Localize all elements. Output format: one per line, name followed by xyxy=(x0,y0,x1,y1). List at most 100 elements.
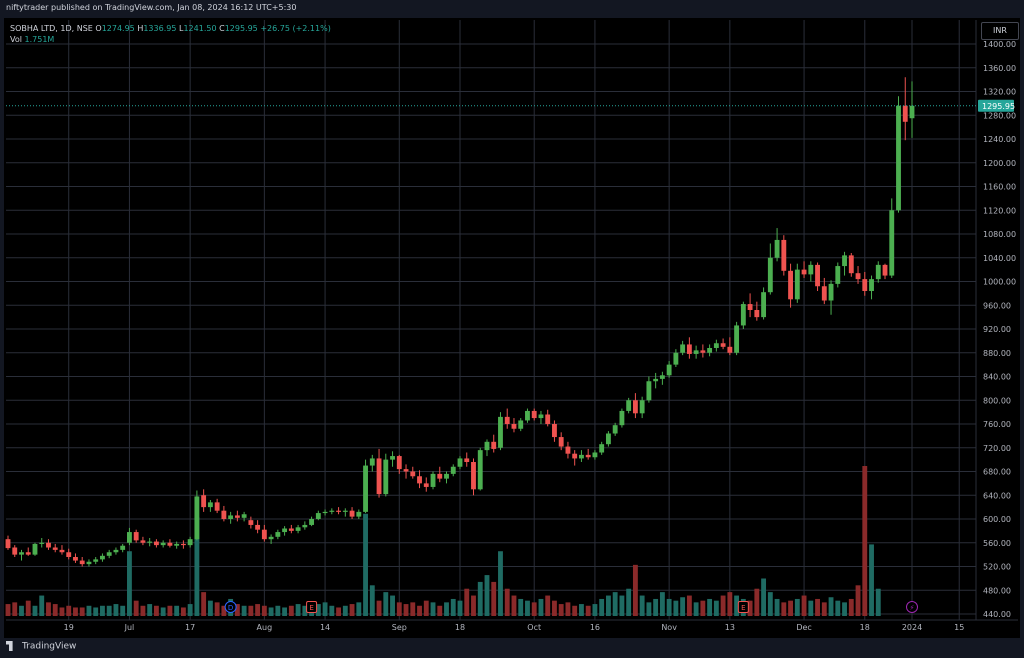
volume-bar xyxy=(558,604,564,616)
candle-body xyxy=(734,325,740,353)
price-candles xyxy=(5,77,915,567)
price-tick-label: 880.00 xyxy=(983,349,1011,358)
candle-body xyxy=(268,536,274,540)
volume-bar xyxy=(295,604,301,616)
candle-body xyxy=(430,473,436,487)
volume-bar xyxy=(288,605,294,616)
volume-bar xyxy=(25,600,31,616)
volume-bar xyxy=(450,598,456,616)
candle-body xyxy=(349,510,355,517)
change-value: +26.75 (+2.11%) xyxy=(260,24,331,33)
candle-body xyxy=(740,304,746,326)
candle-body xyxy=(632,400,638,414)
candle-body xyxy=(862,279,868,291)
volume-bar xyxy=(599,598,605,616)
candle-body xyxy=(221,510,227,519)
volume-bar xyxy=(302,605,308,616)
candle-body xyxy=(32,543,38,555)
volume-bar xyxy=(700,600,706,616)
volume-bar xyxy=(781,602,787,616)
volume-bar xyxy=(32,605,38,616)
open-label: O xyxy=(95,24,102,33)
volume-bar xyxy=(579,604,584,616)
volume-bar xyxy=(592,604,598,616)
candle-body xyxy=(491,441,497,449)
candle-body xyxy=(19,552,24,555)
volume-bar xyxy=(410,602,416,616)
candle-body xyxy=(234,515,240,518)
candle-body xyxy=(309,519,315,525)
volume-bar xyxy=(396,602,402,616)
tradingview-logo[interactable]: TradingView xyxy=(6,641,76,652)
volume-bar xyxy=(106,605,112,616)
volume-bar xyxy=(457,600,463,616)
volume-bar xyxy=(349,604,355,616)
candle-body xyxy=(73,557,78,561)
candle-body xyxy=(147,541,153,543)
price-tick-label: 680.00 xyxy=(983,468,1011,477)
volume-bar xyxy=(234,604,240,616)
candle-body xyxy=(585,454,591,458)
volume-bar xyxy=(477,581,483,616)
time-tick-label: 14 xyxy=(320,623,330,632)
price-tick-label: 1120.00 xyxy=(983,206,1016,215)
tradingview-logo-text: TradingView xyxy=(22,641,77,652)
volume-bar xyxy=(194,517,200,616)
candle-body xyxy=(909,105,915,119)
volume-bar xyxy=(376,600,382,616)
volume-bar xyxy=(855,585,861,616)
volume-bar xyxy=(518,598,524,616)
volume-bar xyxy=(342,605,348,616)
volume-bar xyxy=(673,600,679,616)
candle-body xyxy=(167,542,173,546)
event-marker xyxy=(224,601,237,613)
candle-body xyxy=(761,292,767,318)
currency-button[interactable]: INR xyxy=(981,22,1019,40)
candle-body xyxy=(815,264,820,287)
candle-body xyxy=(127,532,132,543)
candle-body xyxy=(356,511,362,517)
volume-bar xyxy=(93,607,99,616)
volume-bar xyxy=(531,602,537,616)
candle-body xyxy=(450,466,456,474)
volume-bar xyxy=(127,551,132,616)
candle-body xyxy=(754,310,760,318)
volume-bar xyxy=(383,592,389,616)
volume-bar xyxy=(653,598,659,616)
event-marker xyxy=(306,601,318,613)
volume-bar xyxy=(734,595,740,616)
candle-body xyxy=(194,496,200,540)
volume-bar xyxy=(329,605,335,616)
chart-grid xyxy=(6,20,1018,621)
time-tick-label: 15 xyxy=(954,623,964,632)
price-tick-label: 1040.00 xyxy=(983,254,1016,263)
volume-bar xyxy=(5,604,11,616)
candle-body xyxy=(545,414,551,424)
candle-body xyxy=(255,524,261,530)
price-tick-label: 960.00 xyxy=(983,301,1011,310)
volume-bar xyxy=(815,598,820,616)
volume-bar xyxy=(646,602,652,616)
time-tick-label: Dec xyxy=(796,623,811,632)
chart-frame[interactable] xyxy=(4,18,1020,638)
candle-body xyxy=(680,344,686,353)
candle-body xyxy=(322,511,328,514)
event-marker xyxy=(906,601,918,613)
close-label: C xyxy=(219,24,225,33)
volume-bar xyxy=(390,595,395,616)
candle-body xyxy=(842,255,847,267)
candle-body xyxy=(686,344,692,354)
price-tick-label: 480.00 xyxy=(983,586,1011,595)
candle-body xyxy=(417,476,422,484)
volume-bar xyxy=(66,605,72,616)
candle-body xyxy=(396,456,402,470)
candle-body xyxy=(700,350,706,353)
time-tick-label: 18 xyxy=(860,623,870,632)
candle-body xyxy=(693,350,699,354)
volume-bar xyxy=(511,595,517,616)
candle-body xyxy=(619,410,625,426)
candle-body xyxy=(376,458,382,495)
candle-body xyxy=(180,543,186,546)
candle-body xyxy=(821,286,827,301)
